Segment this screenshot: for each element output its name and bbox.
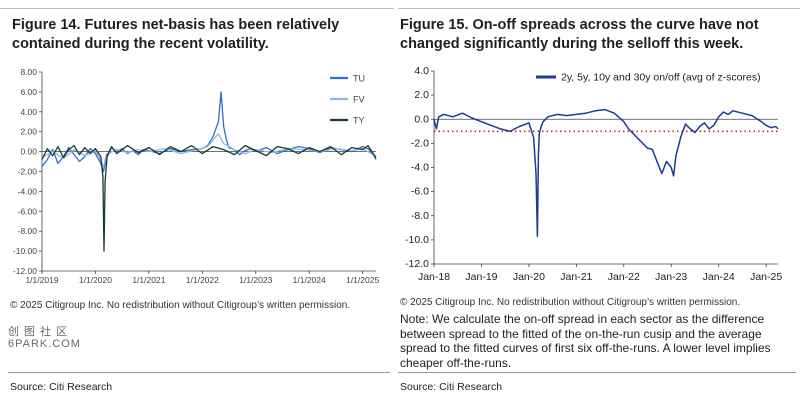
x-tick-label: Jan-18: [418, 271, 450, 283]
figure-15-source: Source: Citi Research: [400, 381, 503, 393]
figure-14-chart: 8.00 6.00 4.00 2.00 0.00 -2.00 -4.00 -6.00 -8.00…: [13, 67, 380, 285]
x-tick-label: 1/1/2024: [293, 275, 326, 285]
y-tick-label: -10.0: [405, 234, 429, 246]
figure-14-source: Source: Citi Research: [10, 381, 113, 393]
legend-label-tu: TU: [353, 74, 365, 84]
series-line-tu: [41, 91, 377, 173]
y-tick-label: -4.0: [411, 162, 429, 174]
y-tick-label: 4.00: [20, 107, 37, 117]
y-tick-label: -2.00: [18, 167, 38, 177]
y-tick-label: -12.0: [405, 258, 429, 270]
x-tick-label: Jan-22: [608, 271, 640, 283]
x-tick-label: Jan-23: [655, 271, 687, 283]
y-tick-label: -8.00: [18, 226, 38, 236]
y-tick-label: -2.0: [411, 137, 429, 149]
x-tick-label: 1/1/2020: [79, 275, 112, 285]
y-tick-label: 4.0: [414, 65, 429, 77]
series-line-2y-5y-10y-and-30y-on-off-avg-of-z-scores: [433, 108, 779, 238]
x-tick-label: 1/1/2025: [346, 275, 379, 285]
figure-15-panel: Figure 15. On-off spreads across the cur…: [396, 0, 800, 406]
figure-15-note: Note: We calculate the on-off spread in …: [400, 312, 771, 370]
y-tick-label: -12.00: [13, 266, 37, 276]
y-tick-label: 0.0: [414, 113, 429, 125]
y-tick-label: -8.0: [411, 210, 429, 222]
x-tick-label: Jan-24: [703, 271, 735, 283]
watermark: 创 图 社 区 6PARK.COM: [8, 326, 81, 350]
chart-legend: 2y, 5y, 10y and 30y on/off (avg of z-sco…: [536, 72, 761, 84]
watermark-line-1: 创 图 社 区: [8, 326, 69, 338]
legend-label-fv: FV: [353, 95, 365, 105]
figure-14-source-divider: [8, 372, 390, 373]
series-line-fv: [41, 133, 377, 169]
x-tick-label: 1/1/2021: [132, 275, 165, 285]
figure-15-chart: 4.02.00.0-2.0-4.0-6.0-8.0-10.0-12.0Jan-1…: [405, 65, 782, 283]
legend-label-ty: TY: [353, 116, 365, 126]
legend-label-2y-5y-10y-and-30y-on-off-avg-of-z-scores: 2y, 5y, 10y and 30y on/off (avg of z-sco…: [561, 72, 761, 84]
x-tick-label: Jan-25: [750, 271, 782, 283]
x-tick-label: Jan-20: [513, 271, 545, 283]
figure-14-title: Figure 14. Futures net-basis has been re…: [12, 17, 340, 52]
watermark-line-2: 6PARK.COM: [8, 338, 81, 350]
chart-legend: TU FV TY: [330, 74, 365, 126]
y-tick-label: 8.00: [20, 67, 37, 77]
series-line-ty: [41, 144, 377, 252]
y-tick-label: 6.00: [20, 87, 37, 97]
right-top-rule: [398, 8, 800, 9]
x-tick-label: Jan-19: [465, 271, 497, 283]
figure-15-source-divider: [398, 372, 796, 373]
y-tick-label: -10.00: [13, 246, 37, 256]
x-tick-label: 1/1/2023: [239, 275, 272, 285]
y-tick-label: 2.0: [414, 89, 429, 101]
figure-14-copyright: © 2025 Citigroup Inc. No redistribution …: [10, 300, 351, 311]
figure-15-title: Figure 15. On-off spreads across the cur…: [400, 17, 759, 52]
y-tick-label: 2.00: [20, 127, 37, 137]
figure-15-copyright: © 2025 Citigroup Inc. No redistribution …: [400, 297, 741, 308]
x-tick-label: 1/1/2022: [186, 275, 219, 285]
y-tick-label: -4.00: [18, 186, 38, 196]
left-top-rule: [0, 8, 394, 9]
x-tick-label: Jan-21: [560, 271, 592, 283]
y-tick-label: -6.00: [18, 206, 38, 216]
y-tick-label: -6.0: [411, 186, 429, 198]
figure-14-panel: Figure 14. Futures net-basis has been re…: [0, 0, 394, 406]
y-tick-label: 0.00: [20, 147, 37, 157]
x-tick-label: 1/1/2019: [25, 275, 58, 285]
